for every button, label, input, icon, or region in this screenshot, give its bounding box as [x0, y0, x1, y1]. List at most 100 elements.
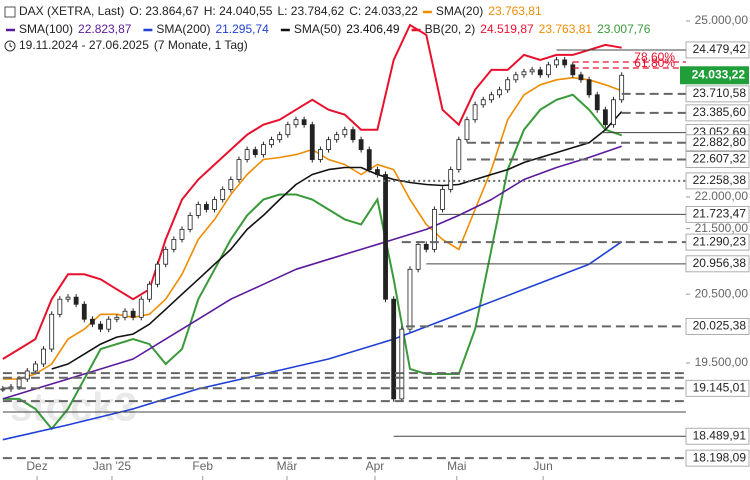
watermark: stock3	[10, 386, 137, 430]
candle	[65, 296, 71, 300]
candle	[147, 283, 152, 300]
ohlc-label: O: 23.864,67	[129, 4, 199, 18]
candle	[399, 328, 405, 400]
indicator-line	[51, 111, 623, 370]
legend-value: 23.406,49	[346, 22, 400, 36]
level-box	[685, 41, 750, 59]
level-label: 22.258,38	[693, 173, 747, 187]
candle	[49, 313, 55, 350]
candle	[431, 209, 437, 250]
y-tick-label: 19.500,00	[695, 355, 749, 369]
level-label: 19.145,01	[693, 380, 747, 394]
candle	[594, 94, 600, 111]
indicator-line	[2, 145, 622, 400]
candle	[440, 189, 445, 210]
legend-value: 23.763,81	[539, 22, 593, 36]
last-price-label: 24.033,22	[692, 67, 746, 81]
legend-value: 22.823,87	[78, 22, 132, 36]
x-tick-label: Mai	[447, 459, 466, 473]
candle	[554, 59, 559, 66]
x-tick-label: Mär	[277, 459, 298, 473]
candle	[358, 139, 364, 150]
candle	[407, 268, 413, 330]
candle	[293, 119, 299, 126]
candle	[228, 179, 234, 190]
level-box	[685, 379, 750, 397]
candle	[138, 298, 144, 318]
candle	[578, 74, 584, 81]
level-box	[685, 317, 750, 335]
level-label: 18.198,09	[693, 450, 747, 464]
level-label: 22.607,32	[693, 152, 747, 166]
candle	[586, 79, 592, 96]
candle	[155, 263, 160, 285]
candle	[106, 318, 112, 330]
level-box	[685, 104, 750, 122]
legend-name: BB(20, 2)	[425, 22, 476, 36]
x-tick-label: Jun	[533, 459, 552, 473]
bollinger-lower	[2, 93, 623, 431]
candle	[252, 149, 258, 155]
candle	[318, 149, 323, 160]
candle	[545, 64, 551, 76]
level-label: 23.385,60	[693, 105, 747, 119]
candle	[277, 134, 283, 141]
candle	[73, 296, 79, 305]
legend-name: SMA(20)	[436, 4, 483, 18]
ohlc-label: H: 24.040,55	[204, 4, 273, 18]
candle	[570, 64, 576, 76]
y-tick-label: 25.000,00	[695, 13, 749, 27]
legend-value: 24.519,87	[480, 22, 534, 36]
candle	[366, 149, 372, 170]
candle	[33, 363, 38, 372]
fib-label: 78.60%	[634, 50, 675, 64]
candle	[24, 370, 30, 380]
legend-name: SMA(100)	[19, 22, 73, 36]
candle	[391, 298, 397, 400]
candle	[326, 139, 331, 150]
level-label: 22.882,80	[693, 135, 747, 149]
candle	[464, 119, 470, 141]
level-label: 21.290,23	[693, 234, 747, 248]
candle	[513, 74, 519, 81]
candle	[269, 139, 274, 146]
last-price-box	[680, 66, 749, 85]
candle	[521, 71, 527, 76]
candle	[187, 215, 193, 230]
ohlc-label: C: 24.033,22	[349, 4, 418, 18]
candle	[98, 323, 103, 330]
y-tick-label: 21.500,00	[695, 221, 749, 235]
y-tick-label: 22.000,00	[695, 189, 749, 203]
level-label: 21.723,47	[693, 207, 747, 221]
candle	[383, 174, 388, 300]
fib-label: 61.80%	[634, 56, 675, 70]
legend-value: 21.295,74	[215, 22, 269, 36]
candle	[261, 144, 266, 155]
candle	[334, 134, 340, 141]
candle	[472, 104, 478, 121]
candle	[505, 79, 511, 91]
candle	[415, 243, 421, 270]
period-note: (7 Monate, 1 Tag)	[154, 38, 248, 52]
level-label: 23.710,58	[693, 86, 747, 100]
level-box	[685, 427, 750, 445]
level-box	[685, 205, 750, 223]
candle	[220, 189, 226, 200]
period: 19.11.2024 - 27.06.2025	[19, 38, 149, 52]
candle	[529, 69, 535, 73]
candle	[81, 303, 87, 320]
candle	[171, 238, 177, 250]
x-tick-label: Feb	[192, 459, 213, 473]
x-tick-label: Apr	[366, 459, 385, 473]
candle	[179, 228, 185, 240]
candle	[195, 204, 201, 216]
level-box	[685, 233, 750, 251]
candle	[212, 199, 217, 210]
indicator-line	[2, 241, 623, 441]
candle	[488, 94, 494, 101]
candle	[285, 124, 291, 136]
y-tick-label: 20.500,00	[695, 286, 749, 300]
candle	[456, 139, 462, 170]
candle	[423, 243, 429, 250]
level-label: 20.956,38	[693, 256, 747, 270]
